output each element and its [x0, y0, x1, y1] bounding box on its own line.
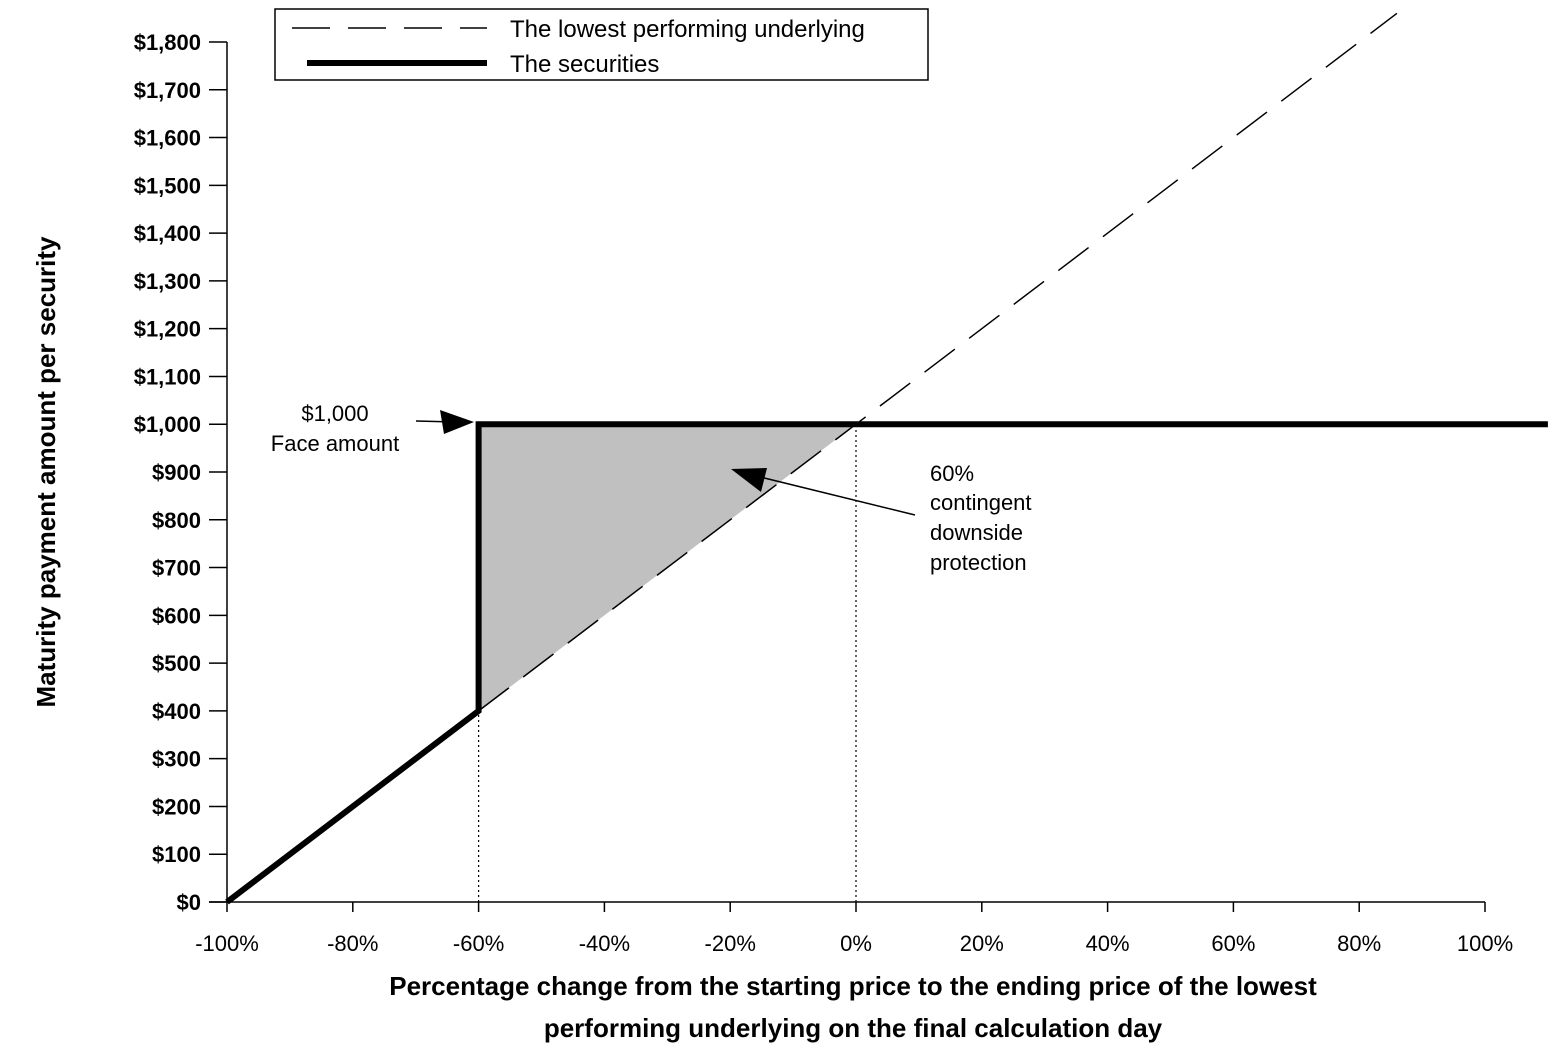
x-tick-label-2: -60%	[453, 931, 504, 956]
y-tick-label-16: $1,600	[134, 126, 201, 151]
x-tick-label-10: 100%	[1457, 931, 1513, 956]
y-tick-label-4: $400	[152, 699, 201, 724]
y-tick-label-9: $900	[152, 460, 201, 485]
arrow-protection-shaft	[751, 474, 916, 516]
y-tick-label-18: $1,800	[134, 30, 201, 55]
y-tick-label-1: $100	[152, 842, 201, 867]
x-axis-title-line-1: Percentage change from the starting pric…	[389, 971, 1317, 1001]
legend-box	[274, 8, 929, 81]
plot-area	[225, 12, 1548, 905]
annotation-face-amount-line-2: Face amount	[271, 431, 399, 456]
y-tick-label-2: $200	[152, 794, 201, 819]
x-tick-label-3: -40%	[579, 931, 630, 956]
annotation-protection-line-1: 60%	[930, 461, 974, 486]
annotation-face-amount: $1,000 Face amount	[271, 401, 474, 456]
y-tick-label-10: $1,000	[134, 412, 201, 437]
x-tick-label-0: -100%	[195, 931, 259, 956]
y-tick-label-6: $600	[152, 603, 201, 628]
y-tick-label-0: $0	[177, 890, 201, 915]
legend-label-securities: The securities	[510, 51, 659, 78]
annotation-downside-protection: 60% contingent downside protection	[731, 461, 1032, 575]
arrow-face-amount-head	[440, 410, 474, 434]
y-tick-label-17: $1,700	[134, 78, 201, 103]
legend-label-underlying: The lowest performing underlying	[510, 16, 865, 43]
x-tick-label-8: 60%	[1211, 931, 1255, 956]
y-tick-label-5: $500	[152, 651, 201, 676]
annotation-face-amount-line-1: $1,000	[301, 401, 368, 426]
arrow-protection-head	[731, 468, 767, 492]
axes: $0 $100 $200 $300 $400 $500 $600 $700 $800 $900 $1…	[134, 30, 1513, 956]
legend: The lowest performing underlying The sec…	[274, 8, 929, 81]
y-tick-label-15: $1,500	[134, 173, 201, 198]
y-tick-label-14: $1,400	[134, 221, 201, 246]
y-axis-title: Maturity payment amount per security	[31, 236, 61, 708]
x-tick-label-5: 0%	[840, 931, 872, 956]
y-tick-label-8: $800	[152, 508, 201, 533]
x-tick-label-7: 40%	[1086, 931, 1130, 956]
annotation-protection-line-3: downside	[930, 520, 1023, 545]
y-tick-label-11: $1,100	[134, 364, 201, 389]
series-line-0	[478, 12, 1398, 712]
x-tick-label-6: 20%	[960, 931, 1004, 956]
x-axis-title-line-2: performing underlying on the final calcu…	[544, 1013, 1163, 1043]
x-tick-label-1: -80%	[327, 931, 378, 956]
y-tick-label-7: $700	[152, 556, 201, 581]
annotation-protection-line-4: protection	[930, 550, 1027, 575]
x-tick-label-9: 80%	[1337, 931, 1381, 956]
y-tick-label-3: $300	[152, 747, 201, 772]
y-tick-label-13: $1,300	[134, 269, 201, 294]
y-tick-label-12: $1,200	[134, 317, 201, 342]
x-tick-label-4: -20%	[705, 931, 756, 956]
series-line-1	[225, 421, 1548, 905]
annotation-protection-line-2: contingent	[930, 490, 1032, 515]
